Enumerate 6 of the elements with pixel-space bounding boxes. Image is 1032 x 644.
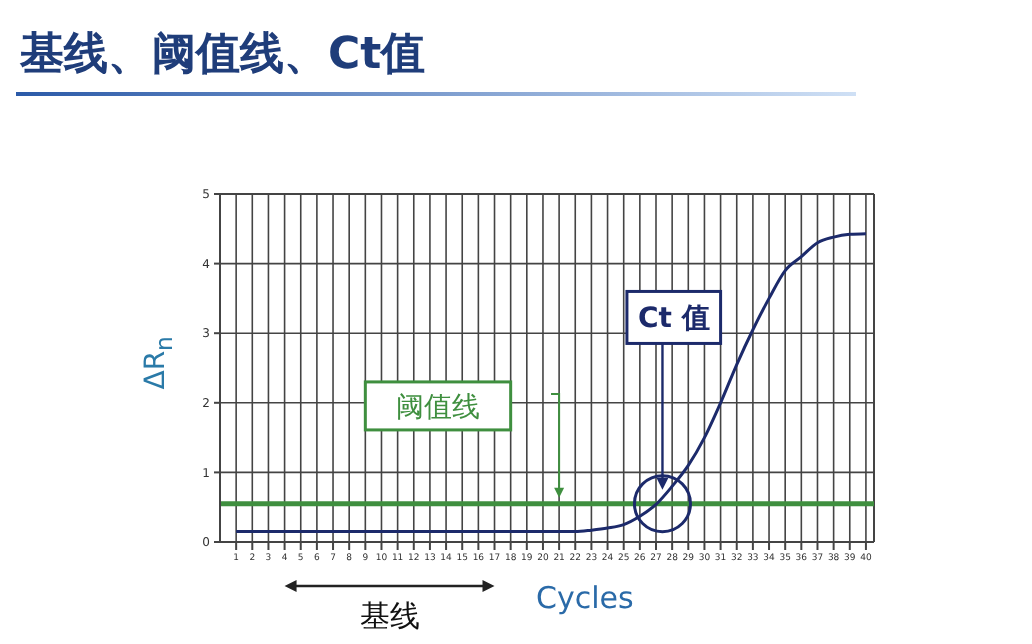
annotation: Ct 值 bbox=[637, 303, 710, 336]
x-axis-title: Cycles bbox=[536, 580, 634, 616]
text: 基线 bbox=[359, 598, 420, 634]
ref-line-label: 阈值线 bbox=[396, 391, 480, 424]
line-series bbox=[234, 232, 868, 534]
chart-title: 基线、阈值线、Ct值 bbox=[20, 28, 426, 84]
